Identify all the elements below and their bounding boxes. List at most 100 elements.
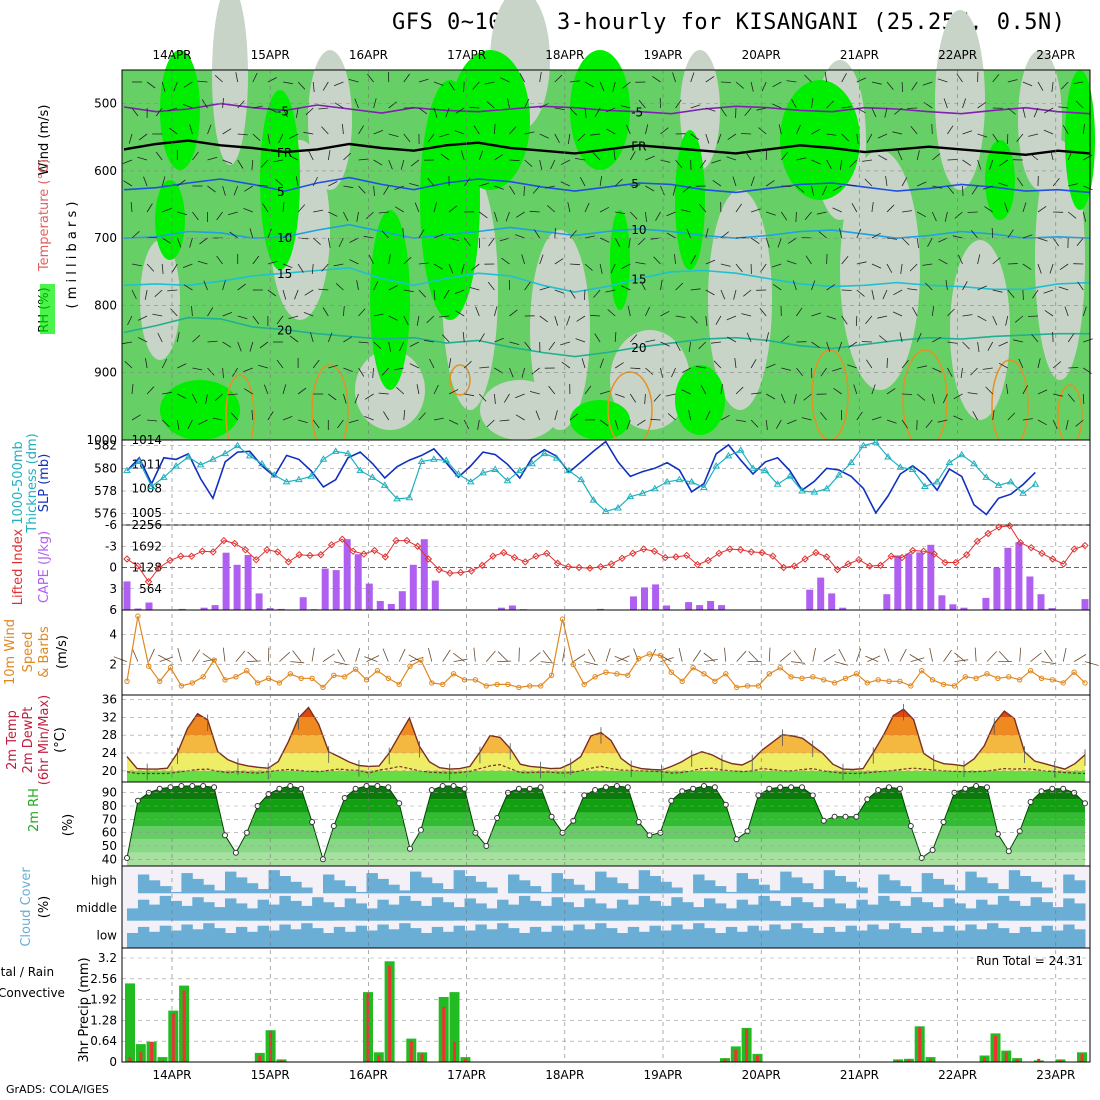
wind-barb [675, 99, 682, 109]
cloud-cell-low [823, 926, 836, 948]
wind-barb [515, 234, 525, 239]
cloud-cell-middle [932, 907, 944, 921]
cloud-cell-high [802, 883, 814, 894]
wind-barb [1043, 129, 1054, 135]
cloud-cell-high [921, 873, 934, 894]
li-marker [467, 567, 476, 575]
wind-barb [464, 393, 475, 397]
wind-barb-10m [834, 661, 849, 666]
thickness-marker [1031, 480, 1040, 487]
wind-speed-marker [668, 669, 674, 675]
li-marker [1038, 549, 1046, 558]
wind-barb [244, 388, 254, 395]
cloud-cell-high [791, 877, 803, 894]
wind-barb [569, 263, 580, 266]
thickness-marker [515, 466, 524, 474]
wind-barb-10m [883, 648, 890, 662]
rh-marker [374, 783, 381, 789]
cloud-cell-low [323, 933, 335, 948]
wind-barb [991, 227, 994, 239]
wind-barb [358, 125, 365, 135]
wind-barb [349, 237, 359, 243]
wind-barb [967, 211, 978, 213]
cape-bar [365, 583, 373, 610]
wind-barb-10m [649, 648, 657, 662]
wind-barb [1077, 281, 1084, 291]
li-marker [726, 545, 734, 553]
wind-barb [710, 341, 721, 344]
cloud-cell-middle [671, 897, 683, 921]
thickness-marker [859, 441, 868, 449]
thickness-marker [282, 477, 291, 485]
wind-barb [237, 100, 245, 109]
thickness-marker [393, 494, 401, 502]
wind-barb [177, 363, 187, 369]
wind-barb [356, 211, 359, 222]
cloud-cell-low [791, 923, 803, 948]
thickness-marker [822, 484, 831, 492]
thickness-marker [123, 466, 131, 474]
wind-barb [886, 388, 896, 395]
wind-barb [765, 237, 770, 248]
cloud-cell-low [181, 924, 193, 948]
wind-barb [765, 149, 768, 161]
wind-barb [804, 74, 812, 83]
wind-barb [509, 185, 516, 195]
wind-barb [433, 202, 437, 213]
cloud-cell-middle [486, 908, 498, 921]
wind-speed-marker [407, 663, 413, 669]
low-rh-region-11 [840, 150, 920, 390]
wind-barb [917, 181, 927, 187]
cloud-cell-middle [225, 898, 237, 921]
wind-barb [832, 367, 842, 372]
wind-barb [297, 81, 306, 90]
cloud-cell-low [246, 931, 259, 948]
wind-barb [310, 332, 314, 343]
cloud-cell-low [420, 933, 433, 948]
wind-barb [267, 228, 272, 239]
wind-barb [811, 280, 816, 291]
li-marker [629, 549, 637, 558]
rh-marker [624, 784, 631, 791]
wind-barb [1043, 289, 1054, 294]
wind-barb [962, 281, 968, 291]
wind-barb [427, 177, 435, 187]
pressure-tick-800: 800 [94, 298, 117, 312]
wind-barb [734, 358, 737, 369]
wind-barb [289, 335, 299, 343]
wind-barb [856, 261, 867, 265]
cloud-cell-middle [257, 899, 269, 921]
cloud-cell-middle [769, 900, 781, 921]
wind-barb [1065, 419, 1069, 430]
wind-barb-10m [998, 651, 1010, 662]
wind-barb [378, 211, 389, 214]
wind-barb [146, 203, 153, 213]
wind-barb [162, 391, 173, 395]
wind-barb [161, 81, 166, 92]
wind-barb [342, 124, 344, 135]
wind-barb-10m [473, 647, 476, 662]
wind-barb-10m [292, 650, 302, 662]
isotherm-label-5: 5 [631, 177, 639, 191]
wind-barb [403, 133, 411, 143]
li-marker [349, 547, 357, 555]
warm-contour-2 [449, 364, 471, 396]
li-marker [338, 535, 346, 543]
wind-barb [931, 123, 933, 135]
thickness-marker [344, 449, 352, 457]
thickness-marker [368, 473, 377, 480]
cape-bar [916, 552, 924, 610]
wind-barb [841, 106, 852, 109]
wind-barb [318, 107, 329, 110]
wind-barb [992, 410, 995, 421]
cloud-cell-high [1074, 880, 1086, 894]
wind-barb [561, 361, 571, 369]
wind-barb [321, 126, 329, 135]
wind-barb-10m [986, 651, 997, 662]
wind-barb [205, 393, 208, 404]
cloud-cell-high [355, 891, 367, 894]
wind-barb [743, 289, 752, 297]
wind-barb [962, 159, 972, 166]
wind-barb [605, 289, 616, 293]
wind-barb [735, 203, 743, 213]
